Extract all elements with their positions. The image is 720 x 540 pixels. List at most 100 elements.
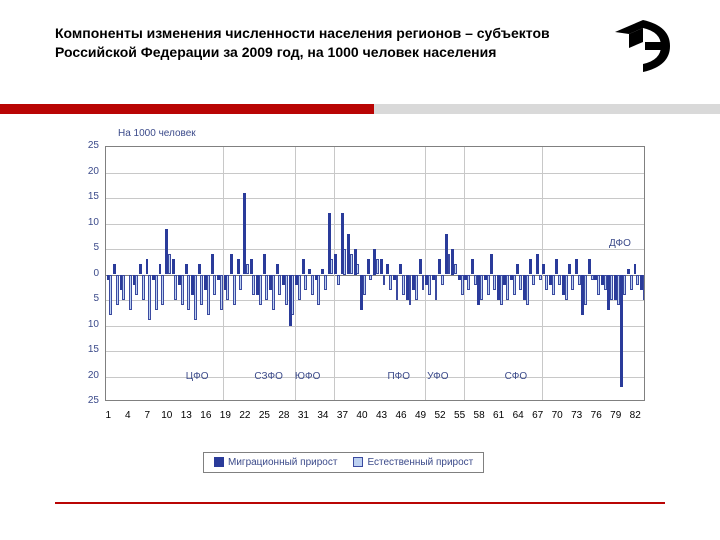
bar-migration [634,264,637,274]
x-tick-label: 10 [161,410,172,421]
bar-natural [480,275,483,301]
bar-migration [425,275,428,285]
x-tick-label: 70 [552,410,563,421]
bar-natural [454,264,457,274]
x-tick-label: 37 [337,410,348,421]
bar-natural [383,275,386,285]
bar-natural [487,275,490,295]
bar-natural [500,275,503,306]
y-tick-label: 10 [73,217,99,228]
bar-migration [139,264,142,274]
bar-migration [113,264,116,274]
bar-natural [519,275,522,290]
bar-migration [302,259,305,274]
bar-migration [360,275,363,311]
bar-natural [356,264,359,274]
bar-natural [129,275,132,311]
bar-natural [376,259,379,274]
header-bar [0,104,720,114]
bar-natural [233,275,236,306]
bar-natural [435,275,438,301]
bar-natural [135,275,138,295]
bar-natural [591,275,594,280]
x-tick-label: 13 [181,410,192,421]
legend-swatch-b [353,457,363,467]
bar-natural [409,275,412,306]
y-tick-label: 15 [73,191,99,202]
bar-natural [369,275,372,280]
y-tick-label: 25 [73,395,99,406]
bar-migration [354,249,357,275]
x-tick-label: 82 [630,410,641,421]
x-tick-label: 25 [259,410,270,421]
bar-migration [484,275,487,280]
legend-item-a: Миграционный прирост [214,457,337,468]
bar-migration [399,264,402,274]
bar-migration [367,259,370,274]
bar-natural [493,275,496,290]
x-tick-label: 34 [317,410,328,421]
bar-natural [155,275,158,311]
bar-migration [542,264,545,274]
bar-migration [308,269,311,274]
bar-migration [282,275,285,285]
bar-natural [539,275,542,280]
bar-migration [373,249,376,275]
bar-migration [243,193,246,275]
bar-natural [285,275,288,306]
bar-natural [552,275,555,295]
bar-migration [341,213,344,274]
bar-migration [516,264,519,274]
bar-migration [289,275,292,326]
bar-migration [607,275,610,311]
bar-natural [324,275,327,290]
bar-natural [272,275,275,311]
bar-natural [571,275,574,290]
x-tick-label: 52 [434,410,445,421]
bar-migration [529,259,532,274]
bar-migration [347,234,350,275]
footer-rule [55,502,665,504]
bar-natural [584,275,587,306]
bar-migration [438,259,441,274]
bar-migration [159,264,162,274]
bar-natural [630,275,633,290]
bar-natural [428,275,431,295]
bar-migration [256,275,259,295]
bar-natural [558,275,561,285]
bar-migration [152,275,155,280]
bar-natural [545,275,548,290]
bar-migration [412,275,415,290]
bar-migration [510,275,513,280]
bar-natural [304,275,307,290]
bar-natural [116,275,119,306]
bar-migration [120,275,123,290]
bar-migration [198,264,201,274]
legend-label-b: Естественный прирост [367,457,473,468]
bar-natural [337,275,340,285]
y-tick-label: 25 [73,140,99,151]
x-tick-label: 28 [278,410,289,421]
bar-natural [396,275,399,301]
bar-migration [640,275,643,290]
bar-migration [328,213,331,274]
x-tick-label: 16 [200,410,211,421]
region-label: СЗФО [254,371,282,382]
bar-natural [565,275,568,301]
bar-migration [503,275,506,285]
bar-migration [224,275,227,290]
bar-migration [107,275,110,280]
bar-migration [490,254,493,274]
x-tick-label: 55 [454,410,465,421]
bar-natural [617,275,620,306]
bar-migration [204,275,207,290]
bar-natural [597,275,600,295]
bar-natural [532,275,535,285]
x-tick-label: 1 [105,410,111,421]
x-tick-label: 46 [395,410,406,421]
y-tick-label: 5 [73,242,99,253]
bar-natural [148,275,151,321]
bar-migration [575,259,578,274]
x-tick-label: 40 [356,410,367,421]
bar-migration [581,275,584,316]
